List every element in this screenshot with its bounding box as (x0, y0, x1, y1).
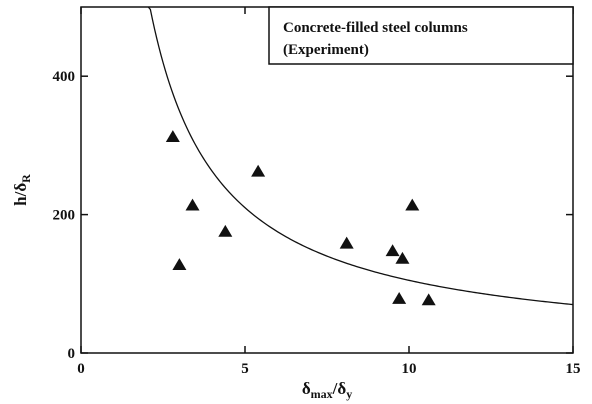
x-tick-label: 5 (241, 361, 249, 377)
data-point-triangle (405, 198, 420, 211)
fit-curve (147, 6, 574, 306)
data-point-triangle (392, 292, 407, 304)
x-tick-label: 10 (402, 361, 417, 377)
data-point-triangle (218, 224, 233, 237)
y-axis-title-main: h/δ (11, 183, 30, 206)
data-point-triangle (385, 244, 400, 257)
tick-labels: 0 5 10 15 0 200 400 (53, 69, 581, 377)
y-tick-label: 400 (53, 69, 76, 85)
y-axis-title: h/δR (11, 174, 33, 206)
x-axis-title-main: δ (302, 379, 311, 398)
x-tick-label: 15 (566, 361, 581, 377)
legend-line-2: (Experiment) (283, 42, 369, 58)
data-points (165, 130, 436, 306)
x-axis-title-slash: /δ (332, 379, 347, 398)
y-tick-label: 0 (68, 346, 76, 362)
y-tick-label: 200 (53, 208, 76, 224)
x-axis-title-sub2: y (346, 387, 352, 401)
data-point-triangle (251, 164, 266, 177)
data-point-triangle (395, 251, 410, 264)
data-point-triangle (421, 293, 436, 306)
y-axis-title-sub: R (19, 174, 33, 183)
x-axis-title: δmax/δy (302, 379, 352, 401)
data-point-triangle (185, 198, 200, 211)
legend-box: Concrete-filled steel columns (Experimen… (268, 6, 574, 65)
x-axis-title-sub1: max (311, 387, 333, 401)
legend-frame (268, 6, 574, 65)
axis-ticks (80, 7, 574, 354)
data-point-triangle (172, 258, 187, 271)
x-tick-label: 0 (77, 361, 85, 377)
legend-line-1: Concrete-filled steel columns (283, 20, 468, 36)
data-point-triangle (339, 236, 354, 249)
data-point-triangle (165, 130, 180, 142)
